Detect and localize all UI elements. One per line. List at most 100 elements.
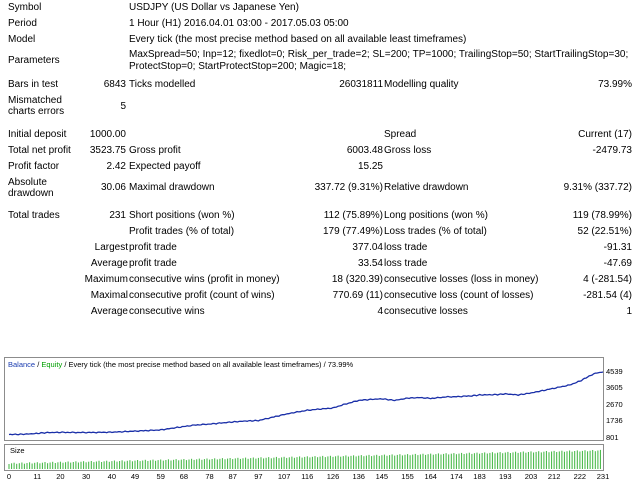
row-largest: Largest profit trade 377.04 loss trade -…: [0, 240, 640, 256]
profit-trades-label: Profit trades (% of total): [129, 226, 235, 237]
x-tick-label: 164: [424, 472, 437, 481]
maximal-loss-value: -281.54 (4): [583, 290, 632, 301]
mismatched-label: Mismatched charts errors: [8, 95, 65, 117]
chart-title-rest: / Every tick (the most precise method ba…: [62, 360, 354, 369]
x-tick-label: 174: [450, 472, 463, 481]
x-tick-label: 78: [205, 472, 214, 481]
row-deposit: Initial deposit 1000.00 Spread Current (…: [0, 127, 640, 143]
x-tick-label: 11: [33, 472, 42, 481]
x-tick-label: 145: [375, 472, 389, 481]
long-positions-label: Long positions (won %): [384, 210, 488, 221]
average-loss-value: -47.69: [603, 258, 632, 269]
spread-label: Spread: [384, 129, 417, 140]
row-mismatched: Mismatched charts errors 5: [0, 93, 640, 121]
short-positions-value: 112 (75.89%): [323, 210, 383, 221]
maximum-profit-value: 18 (320.39): [331, 274, 383, 285]
parameters-value: MaxSpread=50; Inp=12; fixedlot=0; Risk_p…: [129, 49, 629, 72]
short-positions-label: Short positions (won %): [129, 210, 235, 221]
expected-payoff-label: Expected payoff: [129, 161, 201, 172]
loss-trades-label: Loss trades (% of total): [384, 226, 487, 237]
ticks-label: Ticks modelled: [129, 79, 196, 90]
chart-title-balance: Balance: [8, 360, 36, 369]
row-drawdown: Absolute drawdown 30.06 Maximal drawdown…: [0, 175, 640, 202]
symbol-label: Symbol: [8, 2, 42, 13]
x-tick-label: 203: [524, 472, 538, 481]
x-tick-label: 97: [254, 472, 263, 481]
row-profit-factor: Profit factor 2.42 Expected payoff 15.25: [0, 159, 640, 175]
x-tick-label: 107: [277, 472, 291, 481]
x-tick-label: 59: [156, 472, 165, 481]
largest-profit-value: 377.04: [352, 242, 383, 253]
gross-profit-label: Gross profit: [129, 145, 181, 156]
x-tick-label: 222: [573, 472, 587, 481]
ticks-value: 26031811: [339, 79, 383, 90]
row-net-profit: Total net profit 3523.75 Gross profit 60…: [0, 143, 640, 159]
y-tick-label: 1736: [606, 416, 623, 426]
y-tick-label: 3605: [606, 383, 623, 393]
size-label: Size: [10, 446, 25, 455]
deposit-value: 1000.00: [89, 129, 126, 140]
relative-drawdown-value: 9.31% (337.72): [563, 182, 632, 193]
x-tick-label: 212: [547, 472, 561, 481]
gross-loss-label: Gross loss: [384, 145, 432, 156]
row-average: Average profit trade 33.54 loss trade -4…: [0, 256, 640, 272]
chart-title-equity: Equity: [41, 360, 63, 369]
row-maximal: Maximal consecutive profit (count of win…: [0, 288, 640, 304]
x-tick-label: 193: [499, 472, 512, 481]
maximal-label: Maximal: [90, 290, 128, 301]
x-tick-label: 116: [301, 472, 314, 481]
largest-loss-value: -91.31: [603, 242, 632, 253]
largest-profit-label: profit trade: [129, 242, 177, 253]
largest-loss-label: loss trade: [384, 242, 428, 253]
total-trades-value: 231: [109, 210, 126, 221]
profit-trades-value: 179 (77.49%): [322, 226, 383, 237]
maximal-profit-value: 770.69 (11): [332, 290, 383, 301]
row-parameters: Parameters MaxSpread=50; Inp=12; fixedlo…: [0, 48, 640, 75]
profit-factor-value: 2.42: [106, 161, 126, 172]
period-label: Period: [8, 18, 37, 29]
x-tick-label: 155: [401, 472, 414, 481]
balance-chart-frame: [4, 357, 604, 441]
profit-factor-label: Profit factor: [8, 161, 60, 172]
average-consec-loss-label: consecutive losses: [384, 306, 468, 317]
mismatched-value: 5: [120, 101, 126, 112]
average-loss-label: loss trade: [384, 258, 428, 269]
chart-title-sep: /: [35, 360, 42, 369]
y-tick-label: 801: [606, 433, 619, 442]
maximal-drawdown-value: 337.72 (9.31%): [314, 182, 383, 193]
row-average-consec: Average consecutive wins 4 consecutive l…: [0, 304, 640, 320]
maximum-loss-label: consecutive losses (loss in money): [384, 274, 539, 285]
average-profit-label: profit trade: [129, 258, 177, 269]
row-bars: Bars in test 6843 Ticks modelled 2603181…: [0, 77, 640, 93]
period-value: 1 Hour (H1) 2016.04.01 03:00 - 2017.05.0…: [129, 18, 349, 29]
y-tick-label: 4539: [606, 367, 623, 376]
x-tick-label: 183: [473, 472, 486, 481]
row-model: Model Every tick (the most precise metho…: [0, 32, 640, 48]
net-profit-value: 3523.75: [89, 145, 126, 156]
average-label: Average: [90, 258, 128, 269]
row-symbol: Symbol USDJPY (US Dollar vs Japanese Yen…: [0, 0, 640, 16]
maximum-label: Maximum: [84, 274, 128, 285]
long-positions-value: 119 (78.99%): [572, 210, 632, 221]
row-profit-trades: Profit trades (% of total) 179 (77.49%) …: [0, 224, 640, 240]
absolute-drawdown-label: Absolute drawdown: [8, 177, 54, 199]
bars-value: 6843: [103, 79, 126, 90]
absolute-drawdown-value: 30.06: [100, 182, 126, 193]
balance-line: [8, 371, 604, 436]
average-profit-value: 33.54: [357, 258, 383, 269]
maximal-loss-label: consecutive loss (count of losses): [384, 290, 534, 301]
average-consec-profit-label: consecutive wins: [129, 306, 205, 317]
average-consec-loss-value: 1: [626, 306, 632, 317]
average-consec-profit-value: 4: [377, 306, 383, 317]
y-tick-label: 2670: [606, 400, 623, 409]
report-table: Symbol USDJPY (US Dollar vs Japanese Yen…: [0, 0, 640, 320]
row-total-trades: Total trades 231 Short positions (won %)…: [0, 208, 640, 224]
expected-payoff-value: 15.25: [357, 161, 383, 172]
quality-label: Modelling quality: [384, 79, 459, 90]
loss-trades-value: 52 (22.51%): [577, 226, 632, 237]
maximal-drawdown-label: Maximal drawdown: [129, 182, 215, 193]
gross-profit-value: 6003.48: [346, 145, 383, 156]
net-profit-label: Total net profit: [8, 145, 71, 156]
x-tick-label: 126: [326, 472, 340, 481]
